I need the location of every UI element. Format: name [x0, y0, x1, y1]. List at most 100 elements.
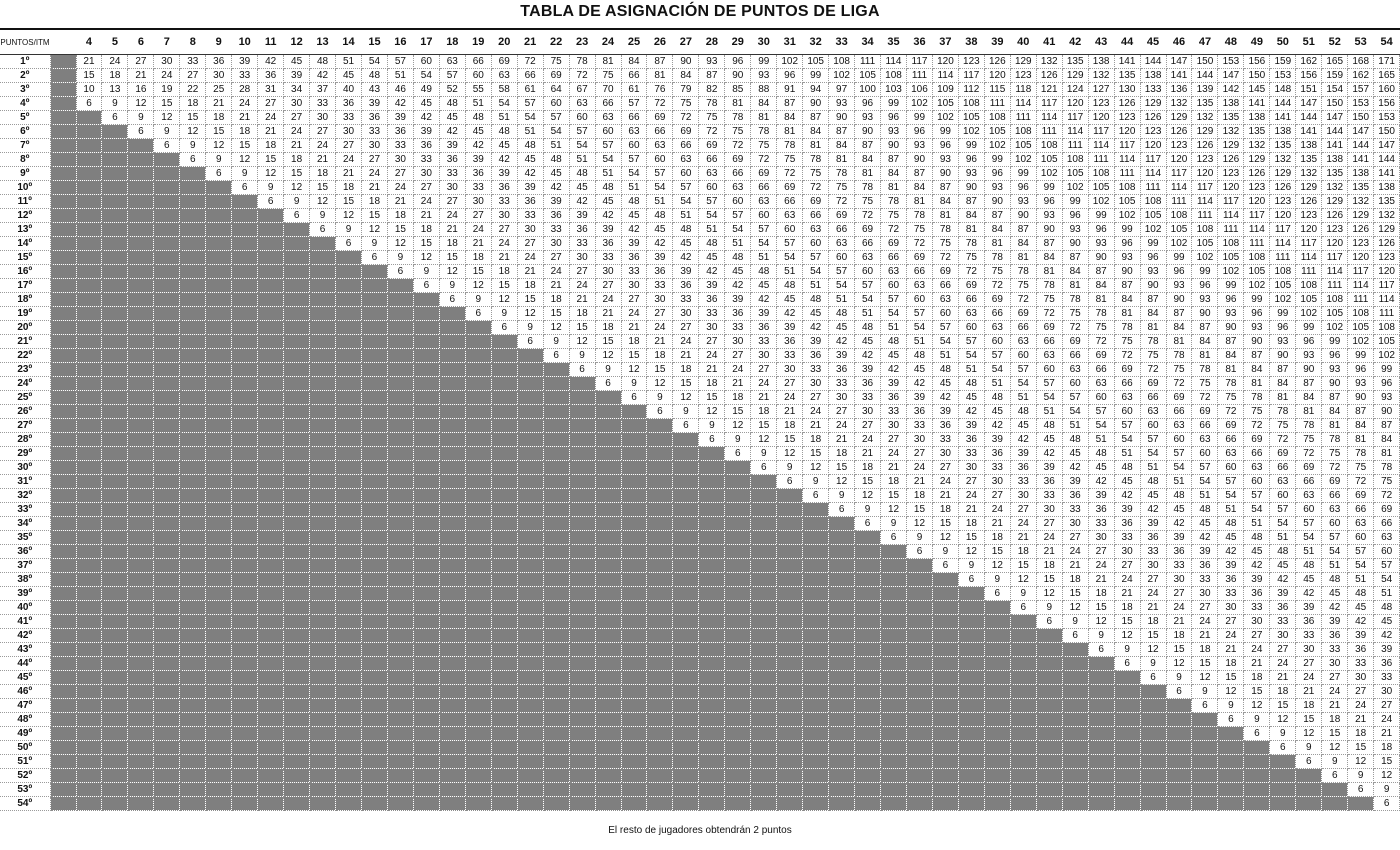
filler-cell	[490, 390, 518, 405]
points-cell: 39	[542, 194, 570, 209]
filler-cell	[205, 334, 233, 349]
points-cell: 66	[880, 250, 907, 265]
filler-cell	[257, 768, 285, 783]
points-cell: 136	[1165, 82, 1193, 97]
filler-cell	[205, 656, 233, 671]
filler-cell	[412, 404, 440, 419]
points-cell: 43	[360, 82, 388, 97]
filler-cell	[127, 404, 155, 419]
filler-cell	[1061, 796, 1089, 811]
filler-cell	[386, 446, 414, 461]
points-cell: 87	[1191, 320, 1219, 335]
filler-cell	[257, 292, 285, 307]
points-cell: 27	[828, 404, 856, 419]
filler-cell	[646, 488, 674, 503]
filler-cell	[231, 782, 259, 797]
table-row: 26º 6 9 12 15 18 21 24 27 30 33 36 39 42 45 48 51 54 57 60 6…	[0, 404, 1400, 419]
filler-cell	[101, 740, 129, 755]
points-cell: 96	[1139, 250, 1167, 265]
filler-cell	[854, 544, 882, 559]
points-cell: 24	[1113, 572, 1141, 587]
filler-cell	[309, 642, 337, 657]
points-cell: 75	[906, 222, 933, 237]
filler-cell	[49, 432, 77, 447]
filler-cell	[101, 166, 129, 181]
points-cell: 69	[957, 278, 985, 293]
points-cell: 117	[1165, 166, 1193, 181]
filler-cell	[283, 642, 311, 657]
points-cell: 33	[179, 54, 207, 69]
points-cell: 69	[542, 68, 570, 83]
points-cell: 99	[1061, 194, 1089, 209]
filler-cell	[880, 600, 907, 615]
points-cell: 90	[983, 194, 1011, 209]
filler-cell	[127, 628, 155, 643]
filler-cell	[283, 768, 311, 783]
filler-cell	[309, 236, 337, 251]
points-cell: 33	[412, 152, 440, 167]
filler-cell	[153, 600, 181, 615]
points-cell: 12	[802, 460, 830, 475]
filler-cell	[205, 670, 233, 685]
points-cell: 72	[750, 152, 778, 167]
points-cell: 63	[490, 68, 518, 83]
filler-cell	[672, 502, 700, 517]
filler-cell	[257, 474, 285, 489]
points-cell: 90	[931, 166, 959, 181]
filler-cell	[854, 628, 882, 643]
points-cell: 111	[854, 54, 882, 69]
filler-cell	[802, 544, 830, 559]
filler-cell	[957, 684, 985, 699]
points-cell: 57	[776, 236, 804, 251]
filler-cell	[257, 628, 285, 643]
filler-cell	[620, 488, 648, 503]
points-cell: 57	[672, 180, 700, 195]
points-cell: 102	[983, 138, 1011, 153]
filler-cell	[49, 516, 77, 531]
filler-cell	[724, 488, 752, 503]
points-cell: 54	[1061, 404, 1089, 419]
points-cell: 39	[931, 404, 959, 419]
points-cell: 111	[1269, 250, 1297, 265]
filler-cell	[438, 516, 466, 531]
filler-cell	[49, 124, 77, 139]
points-cell: 12	[1347, 754, 1375, 769]
points-cell: 60	[828, 250, 856, 265]
points-cell: 15	[1347, 740, 1375, 755]
filler-cell	[516, 726, 544, 741]
points-cell: 129	[1373, 222, 1400, 237]
filler-cell	[802, 684, 830, 699]
points-cell: 42	[672, 250, 700, 265]
filler-cell	[127, 166, 155, 181]
points-cell: 18	[231, 124, 259, 139]
table-row: 27º 6 9 12 15 18 21 24 27 30 33 36 39 42 45 48 51 54 57 60 6…	[0, 418, 1400, 433]
points-cell: 57	[620, 96, 648, 111]
points-cell: 33	[516, 208, 544, 223]
points-cell: 48	[568, 166, 596, 181]
points-cell: 96	[1061, 208, 1089, 223]
points-cell: 39	[231, 54, 259, 69]
points-cell: 33	[802, 362, 830, 377]
row-label: 10º	[0, 180, 51, 195]
points-cell: 60	[464, 68, 492, 83]
filler-cell	[1165, 796, 1193, 811]
filler-cell	[854, 712, 882, 727]
points-cell: 105	[1087, 180, 1115, 195]
filler-cell	[828, 796, 856, 811]
points-cell: 18	[828, 446, 856, 461]
points-cell: 96	[724, 54, 752, 69]
points-cell: 30	[1035, 502, 1063, 517]
filler-cell	[672, 628, 700, 643]
filler-cell	[438, 474, 466, 489]
points-cell: 36	[957, 432, 985, 447]
points-cell: 75	[1035, 292, 1063, 307]
points-cell: 9	[309, 208, 337, 223]
filler-cell	[1009, 768, 1037, 783]
filler-cell	[49, 558, 77, 573]
table-row: 21º 6 9 12 15 18 21 24 27 30 33 36 39 42 45 48 51 54 57 60 6…	[0, 334, 1400, 349]
filler-cell	[309, 376, 337, 391]
filler-cell	[49, 726, 77, 741]
filler-cell	[906, 684, 933, 699]
points-cell: 133	[1139, 82, 1167, 97]
points-cell: 109	[931, 82, 959, 97]
